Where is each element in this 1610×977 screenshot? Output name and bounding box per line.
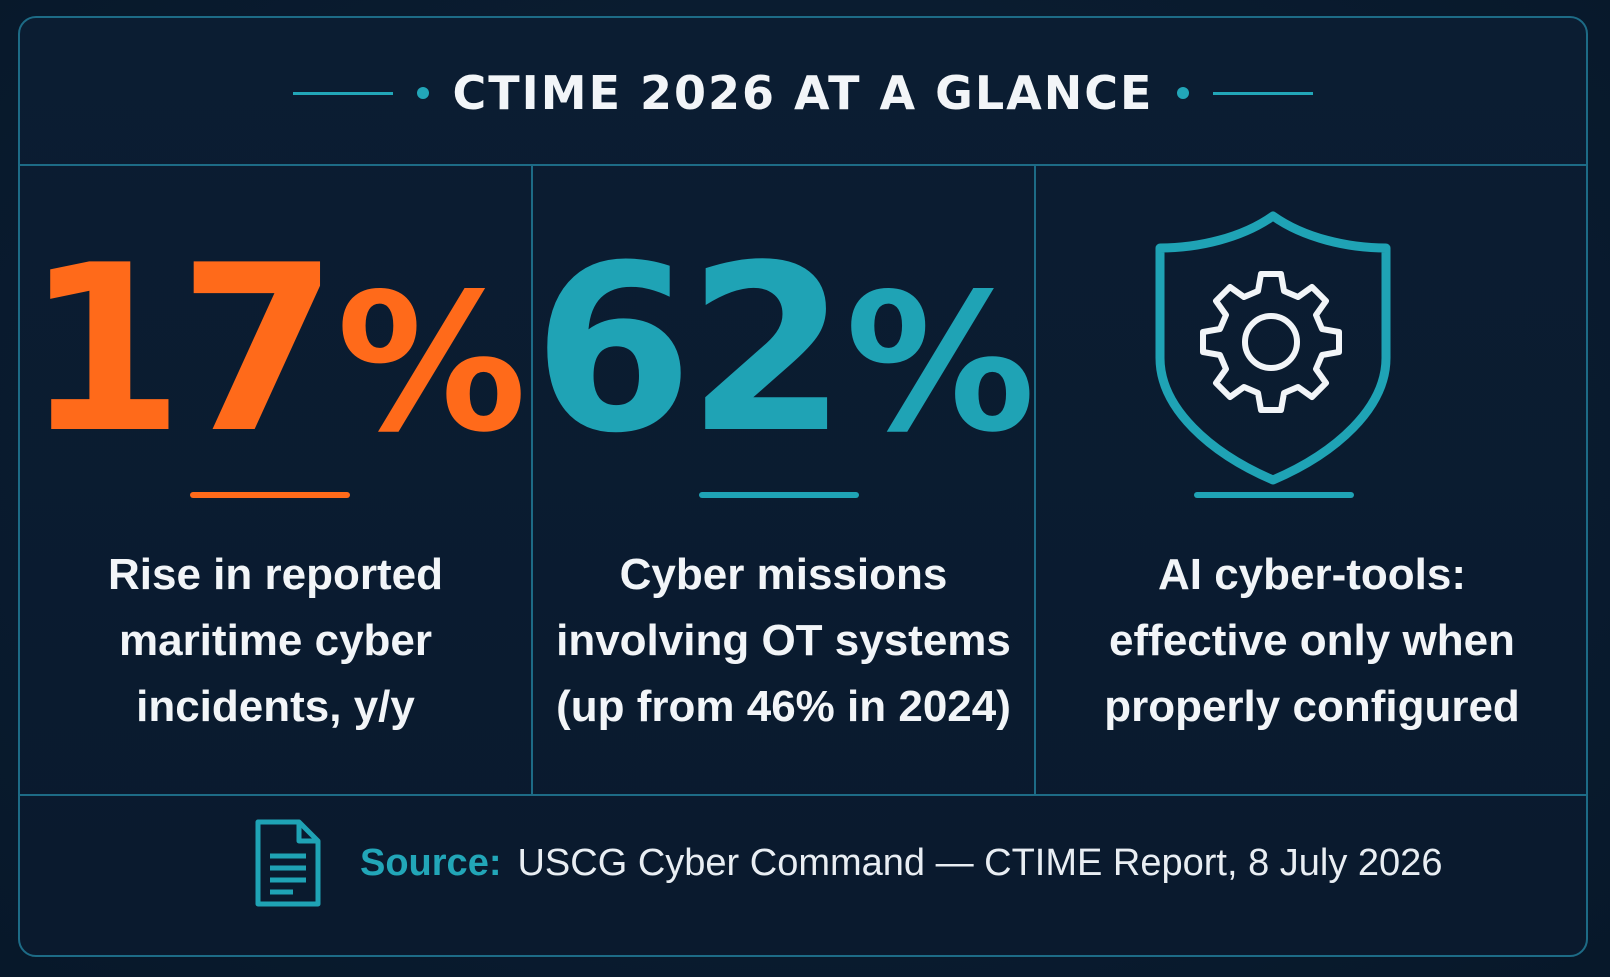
stat-description-ot-missions: Cyber missions involving OT systems (up … [533, 542, 1034, 740]
shield-gear-icon [1155, 211, 1391, 485]
stat-description-ai-tools: AI cyber-tools: effective only when prop… [1036, 542, 1588, 740]
header: CTIME 2026 AT A GLANCE [20, 18, 1586, 166]
source-text: USCG Cyber Command — CTIME Report, 8 Jul… [517, 842, 1443, 884]
stats-panel: 17% Rise in reported maritime cyber inci… [20, 166, 1586, 796]
stat-card-incidents: 17% Rise in reported maritime cyber inci… [20, 166, 533, 794]
title-left-rule [292, 91, 393, 95]
document-icon [255, 819, 321, 907]
stat-unit: % [845, 253, 1036, 474]
description-line: AI cyber-tools: [1157, 550, 1467, 599]
infographic-frame: CTIME 2026 AT A GLANCE 17% Rise in repor… [18, 16, 1588, 957]
description-line: Cyber missions [619, 550, 948, 599]
title-right-rule [1213, 91, 1314, 95]
description-line: involving OT systems [556, 616, 1011, 665]
description-line: effective only when [1109, 616, 1515, 665]
stat-number: 62 [533, 217, 847, 484]
stat-card-ai-tools: AI cyber-tools: effective only when prop… [1036, 166, 1588, 794]
title-row: CTIME 2026 AT A GLANCE [20, 68, 1586, 118]
stat-value-incidents: 17% [20, 226, 531, 489]
stat-underline [190, 492, 350, 498]
page-title: CTIME 2026 AT A GLANCE [452, 66, 1154, 120]
title-left-dot [416, 87, 429, 99]
footer: Source: USCG Cyber Command — CTIME Report… [20, 796, 1586, 957]
description-line: Rise in reported [108, 550, 443, 599]
title-right-dot [1177, 87, 1190, 99]
source-label: Source: [360, 842, 502, 884]
stat-description-incidents: Rise in reported maritime cyber incident… [20, 542, 531, 740]
stat-unit: % [336, 253, 527, 474]
stat-underline [699, 492, 859, 498]
description-line: properly configured [1104, 682, 1520, 731]
description-line: incidents, y/y [136, 682, 415, 731]
source-citation: Source: USCG Cyber Command — CTIME Report… [360, 838, 1442, 888]
stat-value-ot-missions: 62% [533, 226, 1036, 489]
stat-underline [1194, 492, 1354, 498]
stat-number: 17 [24, 217, 338, 484]
description-line: (up from 46% in 2024) [556, 682, 1011, 731]
stat-card-ot-missions: 62% Cyber missions involving OT systems … [533, 166, 1036, 794]
description-line: maritime cyber [118, 616, 433, 665]
